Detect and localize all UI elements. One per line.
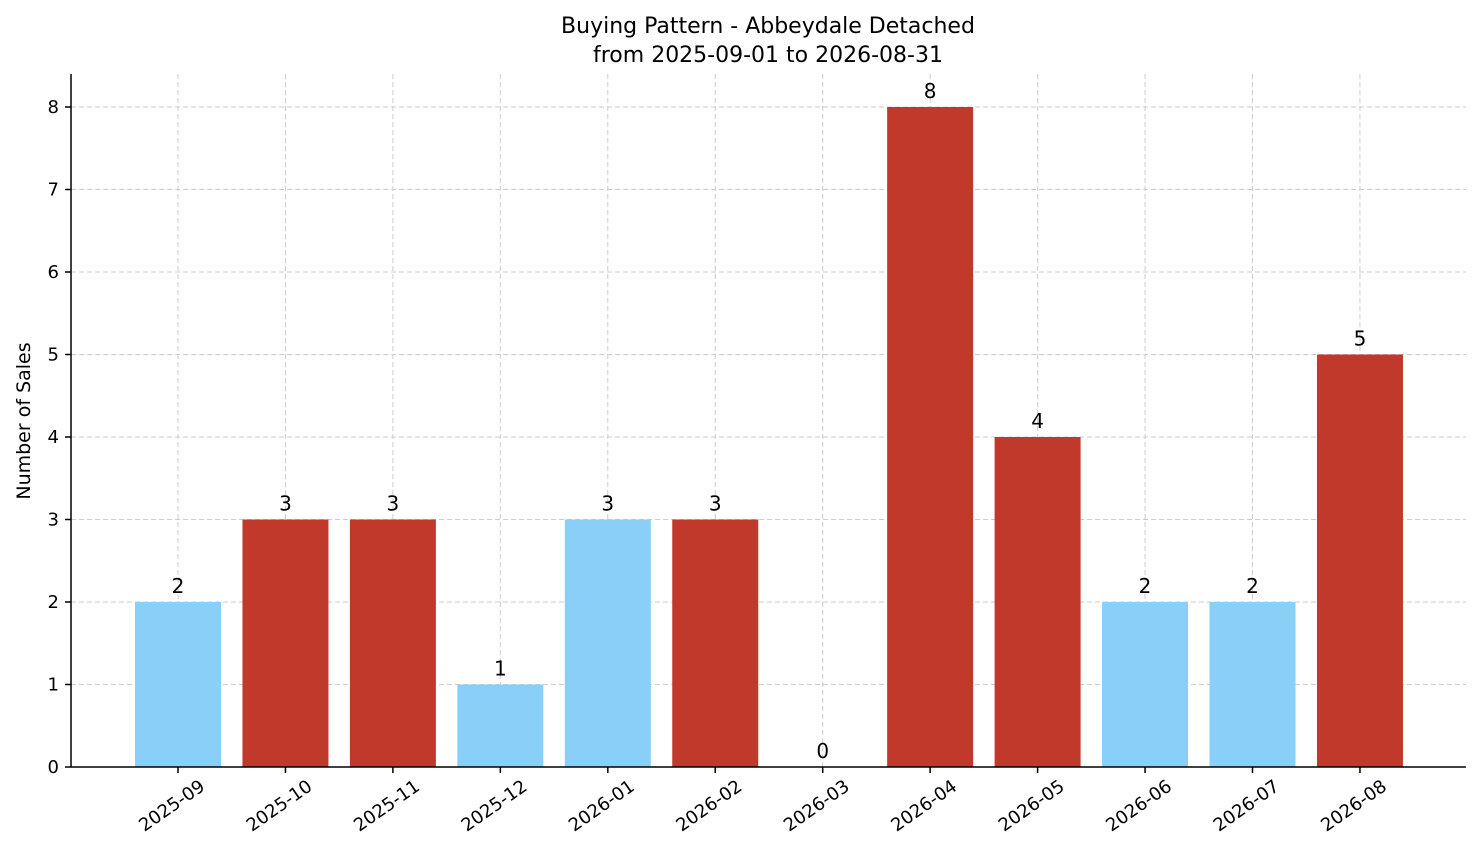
bar-2025-11: [349, 519, 436, 767]
x-tick-label-2025-10: 2025-10: [243, 776, 317, 836]
bar-2026-02: [672, 519, 759, 767]
data-label-2026-04: 8: [924, 79, 937, 103]
y-tick-label: 8: [48, 97, 59, 118]
y-tick-label: 5: [48, 345, 59, 366]
y-tick-label: 3: [48, 510, 59, 531]
data-label-2026-01: 3: [601, 492, 614, 516]
data-label-2026-06: 2: [1139, 574, 1152, 598]
x-tick-label-2026-02: 2026-02: [672, 776, 746, 836]
data-label-2026-03: 0: [816, 739, 829, 763]
x-tick-label-2026-06: 2026-06: [1102, 776, 1176, 836]
data-label-2026-05: 4: [1031, 409, 1044, 433]
bar-2026-04: [887, 107, 974, 767]
bar-2026-06: [1102, 602, 1189, 767]
bar-2026-07: [1209, 602, 1296, 767]
x-tick-label-2025-09: 2025-09: [135, 776, 209, 836]
bar-2026-05: [994, 437, 1081, 767]
data-label-2025-12: 1: [494, 657, 507, 681]
data-label-2026-02: 3: [709, 492, 722, 516]
data-label-2025-11: 3: [387, 492, 400, 516]
y-tick-label: 1: [48, 675, 59, 696]
data-label-2026-08: 5: [1354, 327, 1367, 351]
y-tick-label: 0: [48, 757, 59, 778]
y-axis-label: Number of Sales: [13, 342, 35, 499]
x-tick-label-2026-07: 2026-07: [1210, 776, 1284, 836]
bar-2025-10: [242, 519, 329, 767]
data-label-2025-09: 2: [172, 574, 185, 598]
x-tick-label-2025-11: 2025-11: [350, 776, 424, 836]
x-tick-label-2026-04: 2026-04: [887, 776, 961, 836]
y-tick-label: 7: [48, 180, 59, 201]
bar-layer: [135, 107, 1403, 767]
chart-title: Buying Pattern - Abbeydale Detached: [561, 14, 975, 39]
bar-2026-08: [1316, 354, 1403, 767]
data-label-2026-07: 2: [1246, 574, 1259, 598]
x-tick-label-2026-08: 2026-08: [1317, 776, 1391, 836]
x-tick-label-2026-01: 2026-01: [565, 776, 639, 836]
y-tick-label: 4: [48, 427, 59, 448]
x-tick-label-2026-05: 2026-05: [995, 776, 1069, 836]
data-label-2025-10: 3: [279, 492, 292, 516]
data-label-layer: 2 3 3 1 3 3 0 8 4 2 2 5: [172, 79, 1367, 763]
bar-2025-09: [135, 602, 221, 767]
y-tick-label: 6: [48, 262, 59, 283]
x-tick-label-2025-12: 2025-12: [458, 776, 532, 836]
chart-subtitle: from 2025-09-01 to 2026-08-31: [593, 43, 943, 68]
bar-2025-12: [457, 684, 544, 767]
bar-2026-01: [564, 519, 651, 767]
x-tick-label-2026-03: 2026-03: [780, 776, 854, 836]
y-tick-label: 2: [48, 592, 59, 613]
